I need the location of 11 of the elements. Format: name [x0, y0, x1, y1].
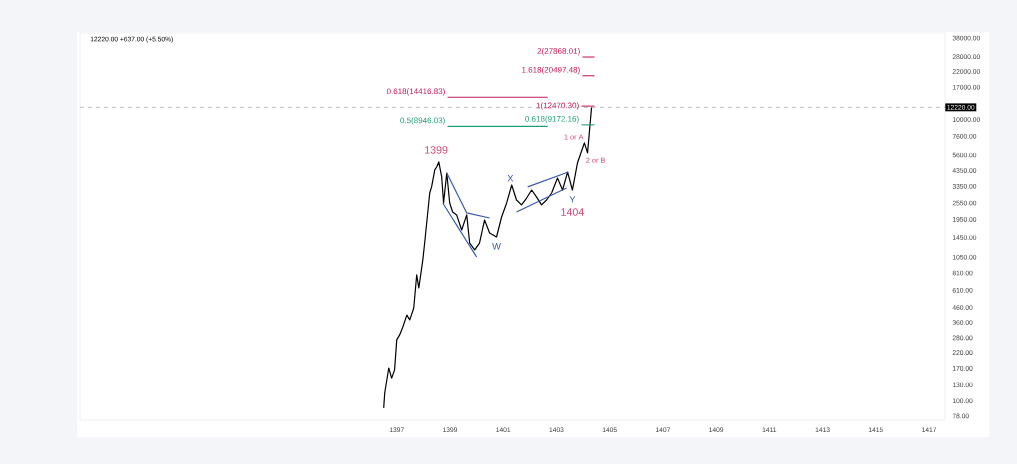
series-label: 1.618(20497.48) [522, 66, 580, 75]
annotation: 1404 [561, 208, 584, 216]
annotation: 1399 [425, 146, 448, 154]
series-label: 1(12470.30) [536, 102, 579, 110]
series-label: 0.5(8946.03) [400, 117, 445, 125]
annotation: X [507, 175, 514, 182]
series-label: 0.618(9172.16) [525, 115, 579, 124]
series-label: 2(27868.01) [537, 47, 580, 56]
annotation: Y [569, 196, 576, 203]
annotation: W [492, 243, 501, 250]
series-label: 0.618(14416.83) [386, 88, 445, 96]
